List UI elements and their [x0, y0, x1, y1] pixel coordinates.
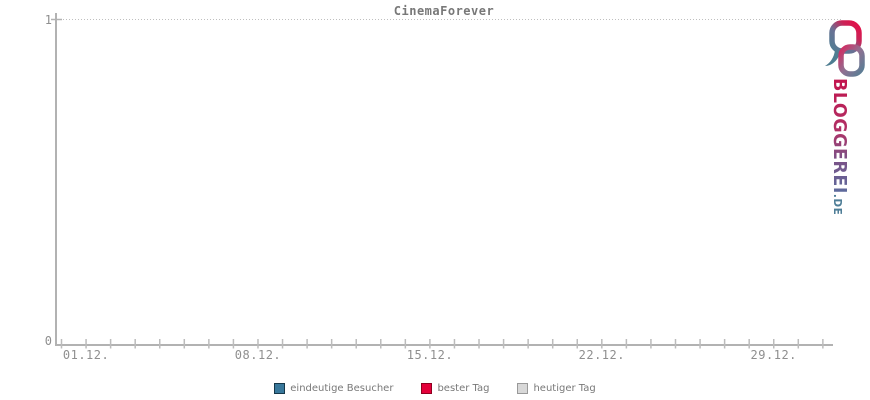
legend-item: eindeutige Besucher	[274, 383, 393, 394]
x-axis-label: 08.12.	[235, 348, 281, 362]
legend-label: heutiger Tag	[533, 383, 596, 394]
legend-item: bester Tag	[421, 383, 489, 394]
logo-bubble-tail	[825, 50, 840, 66]
bloggerei-logo-text: BLOGGEREI.DE	[827, 78, 849, 218]
legend-color-swatch	[274, 383, 286, 394]
x-axis-label: 15.12.	[407, 348, 453, 362]
y-axis-label-min: 0	[44, 334, 52, 348]
x-axis-label: 01.12.	[63, 348, 109, 362]
logo-tld-text: .DE	[831, 193, 843, 216]
x-axis-label: 22.12.	[579, 348, 625, 362]
x-axis-label: 29.12.	[751, 348, 797, 362]
legend-color-swatch	[517, 383, 529, 394]
chart-legend: eindeutige Besucher bester Tag heutiger Ta…	[0, 383, 870, 394]
logo-brand-text: BLOGGEREI	[829, 78, 849, 194]
y-axis-label-max: 1	[44, 13, 52, 27]
logo-ring	[838, 44, 865, 77]
chart-title: CinemaForever	[393, 4, 495, 18]
bloggerei-logo[interactable]: BLOGGEREI.DE	[822, 18, 870, 218]
legend-color-swatch	[421, 383, 433, 394]
legend-label: bester Tag	[437, 383, 490, 394]
bloggerei-logo-icon	[825, 20, 865, 77]
legend-item: heutiger Tag	[517, 383, 596, 394]
legend-label: eindeutige Besucher	[290, 383, 394, 394]
